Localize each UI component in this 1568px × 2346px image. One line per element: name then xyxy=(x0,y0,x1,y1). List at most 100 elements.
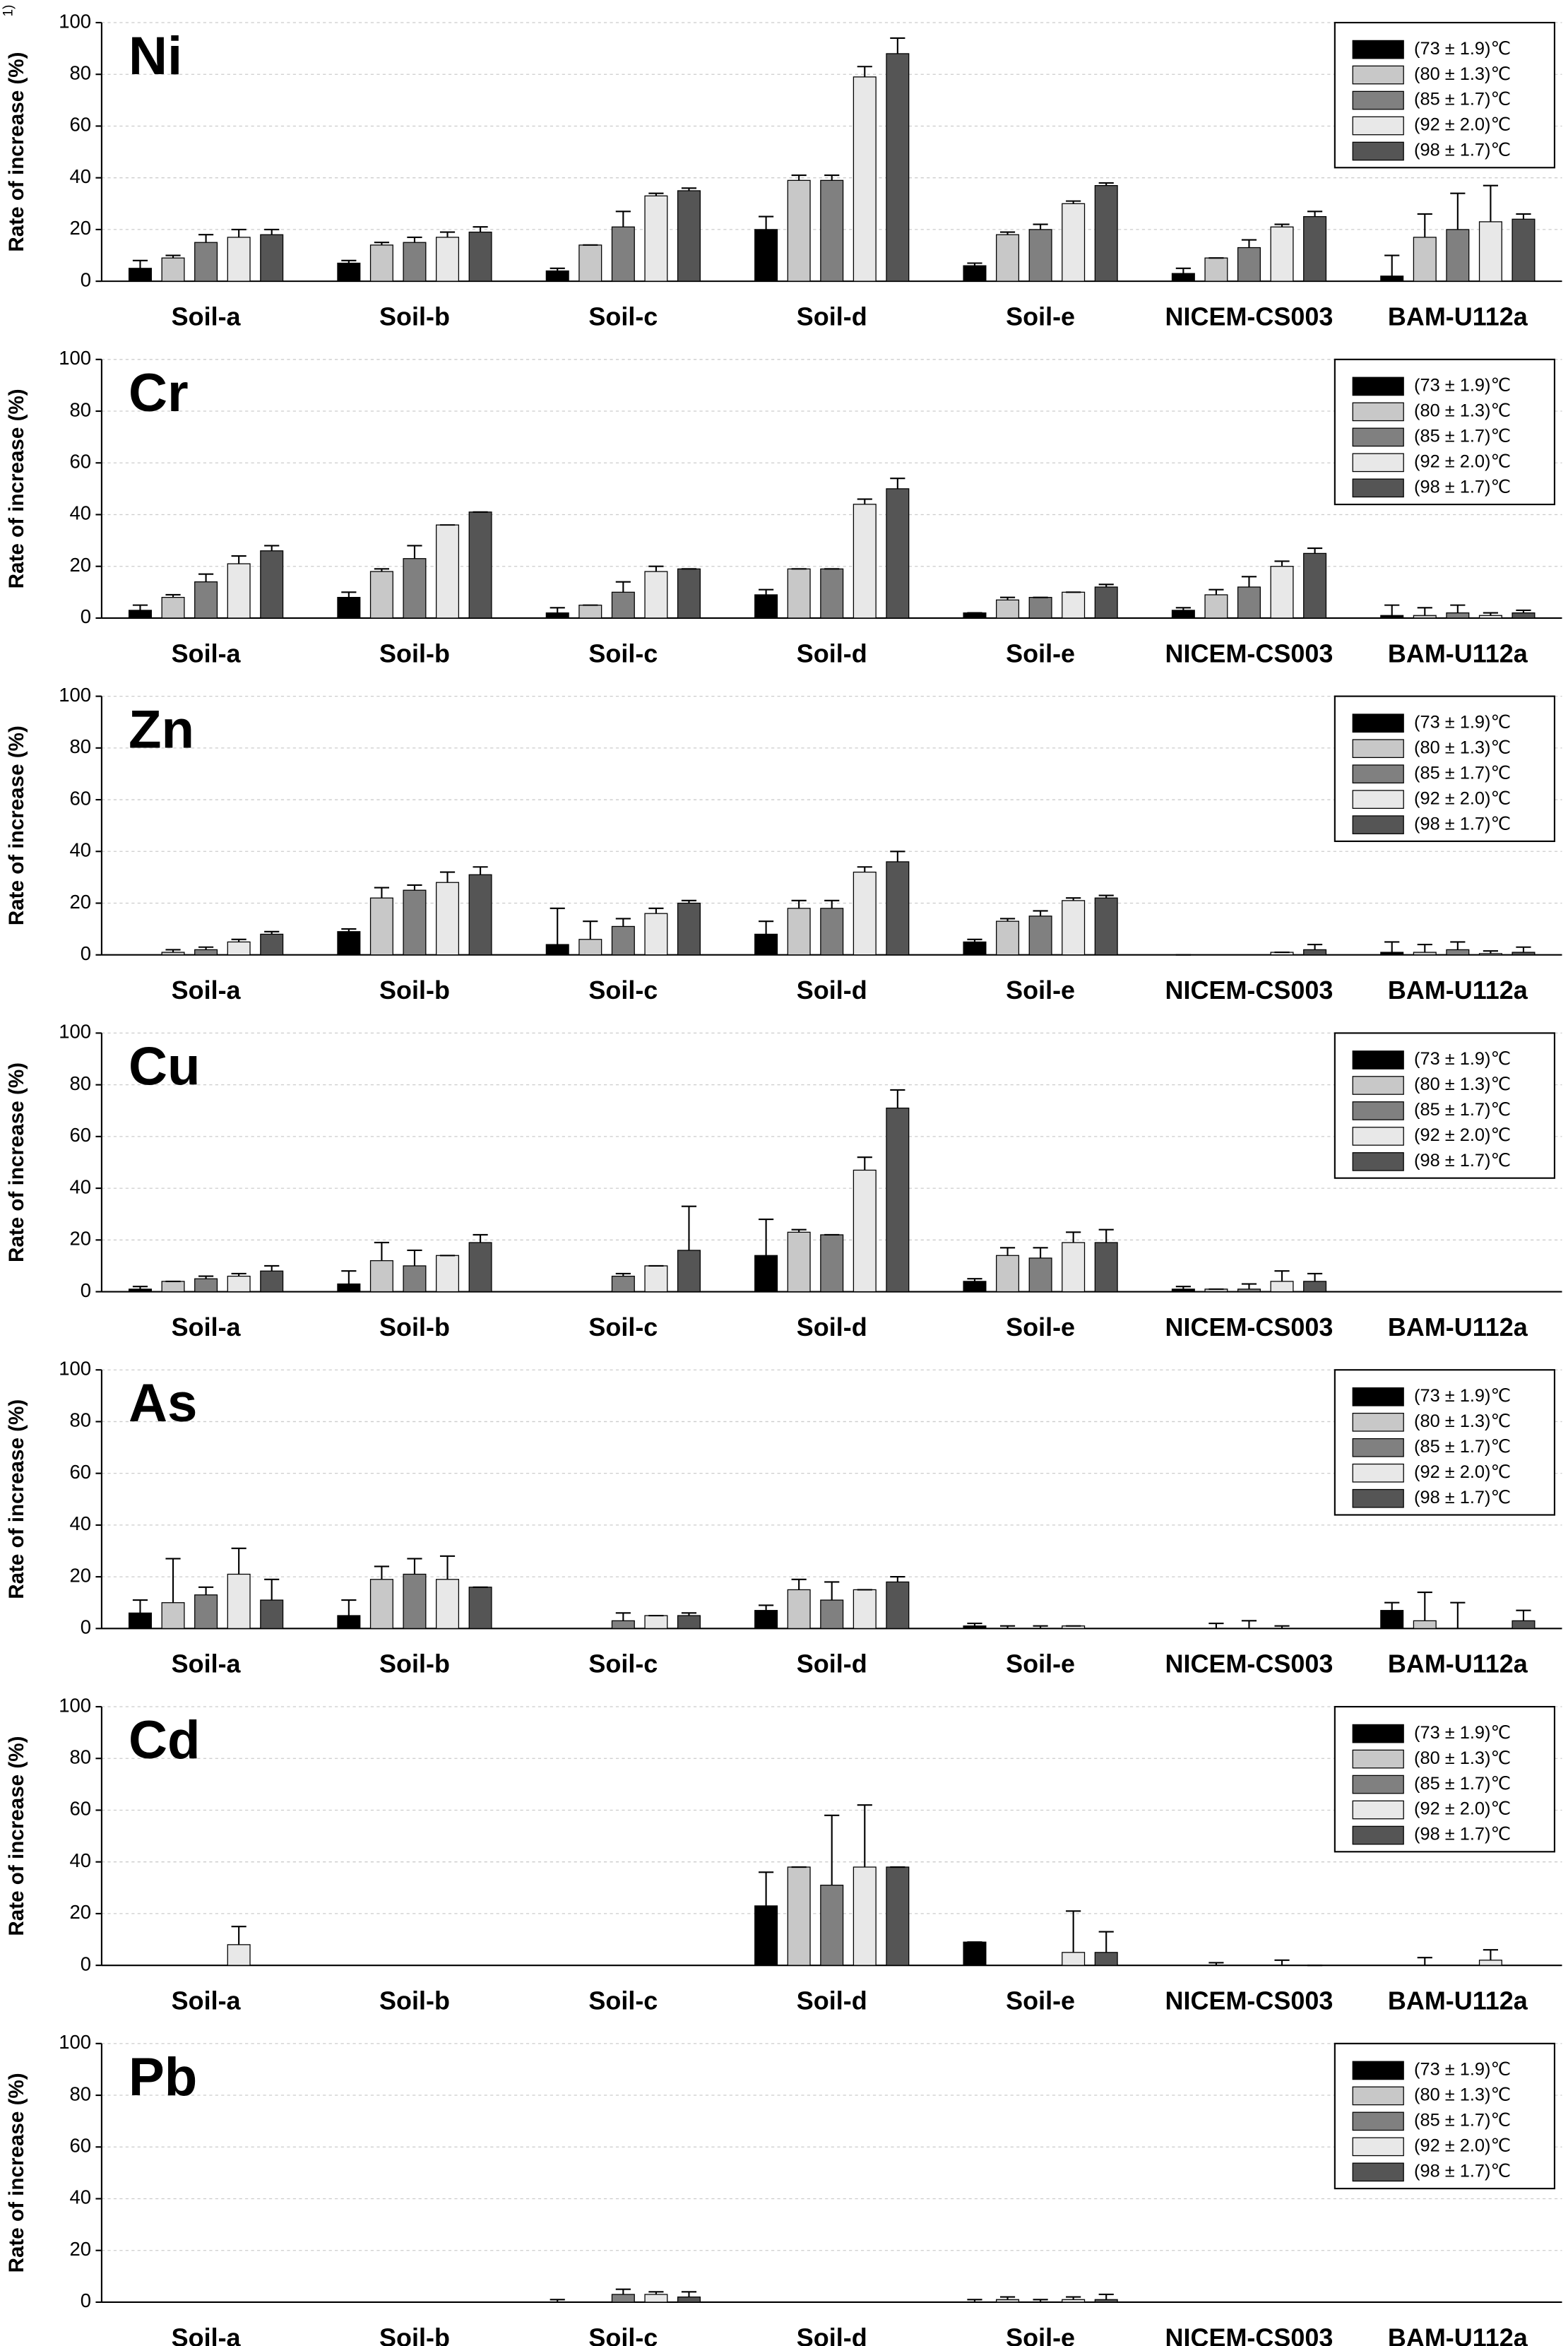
legend-label: (85 ± 1.7)℃ xyxy=(1414,1437,1511,1457)
y-tick-label: 80 xyxy=(70,398,92,420)
error-bar xyxy=(439,231,456,237)
legend-label: (80 ± 1.3)℃ xyxy=(1414,1074,1511,1094)
error-bar xyxy=(681,187,697,191)
error-bar xyxy=(1033,1625,1048,1629)
legend-swatch xyxy=(1352,2162,1404,2182)
error-bar xyxy=(1450,941,1466,950)
legend-label: (92 ± 2.0)℃ xyxy=(1414,1462,1511,1482)
bar xyxy=(1303,215,1327,282)
error-bar xyxy=(759,1871,774,1906)
bar xyxy=(403,1573,427,1629)
legend-label: (98 ± 1.7)℃ xyxy=(1414,2162,1511,2181)
error-bar xyxy=(1384,254,1400,276)
bar xyxy=(853,76,877,282)
legend-swatch xyxy=(1352,1101,1404,1120)
error-bar xyxy=(759,1604,774,1611)
y-axis-label: Rate of increase (%) xyxy=(5,1736,28,1936)
legend-swatch xyxy=(1352,1724,1404,1743)
error-bar xyxy=(264,930,280,935)
error-bar xyxy=(439,1555,456,1580)
error-bar xyxy=(648,907,664,914)
error-bar xyxy=(824,174,840,181)
bar xyxy=(436,237,460,282)
y-axis-label: Rate of increase (%) xyxy=(5,389,28,588)
legend-label: (92 ± 2.0)℃ xyxy=(1414,1799,1511,1819)
legend-label: (73 ± 1.9)℃ xyxy=(1414,1723,1511,1743)
y-tick-label: 20 xyxy=(70,2238,92,2260)
legend-swatch xyxy=(1352,1127,1404,1146)
bar xyxy=(403,242,427,282)
x-tick-label: Soil-a xyxy=(172,1649,242,1678)
error-bar xyxy=(857,498,872,504)
bar xyxy=(644,571,668,619)
bar xyxy=(337,1283,361,1293)
legend-label: (98 ± 1.7)℃ xyxy=(1414,1825,1511,1844)
error-bar xyxy=(550,267,565,271)
y-axis-label: Rate of increase (%) xyxy=(5,52,28,252)
bar xyxy=(754,933,778,956)
bar xyxy=(1094,897,1118,956)
bar xyxy=(128,610,152,619)
bar xyxy=(545,612,569,619)
bar xyxy=(996,599,1020,619)
legend-label: (80 ± 1.3)℃ xyxy=(1414,64,1511,84)
legend-label: (92 ± 2.0)℃ xyxy=(1414,452,1511,472)
bar xyxy=(787,1589,811,1629)
error-bar xyxy=(615,1272,631,1276)
legend-swatch xyxy=(1352,1775,1404,1794)
legend-swatch xyxy=(1352,2086,1404,2106)
bar xyxy=(194,581,218,619)
error-bar xyxy=(1098,1228,1114,1243)
error-bar xyxy=(1384,941,1400,953)
y-tick-label: 60 xyxy=(70,451,92,473)
legend-swatch xyxy=(1352,764,1404,783)
bar xyxy=(369,244,393,282)
bar xyxy=(227,1573,251,1629)
legend-label: (92 ± 2.0)℃ xyxy=(1414,1125,1511,1145)
bar xyxy=(227,1944,251,1966)
error-bar xyxy=(1450,604,1466,613)
y-tick-label: 100 xyxy=(59,347,91,369)
error-bar xyxy=(681,1205,697,1250)
y-tick-label: 100 xyxy=(59,684,91,706)
legend-label: (73 ± 1.9)℃ xyxy=(1414,712,1511,732)
error-bar xyxy=(615,211,631,227)
error-bar xyxy=(759,215,774,230)
legend-swatch xyxy=(1352,1749,1404,1769)
error-bar xyxy=(1483,1949,1498,1960)
legend-swatch xyxy=(1352,1463,1404,1483)
error-bar xyxy=(1033,910,1048,916)
error-bar xyxy=(231,938,247,942)
bar xyxy=(611,2294,635,2303)
error-bar xyxy=(1417,1957,1432,1966)
legend-label: (80 ± 1.3)℃ xyxy=(1414,401,1511,421)
y-tick-label: 80 xyxy=(70,735,92,757)
error-bar xyxy=(341,928,357,932)
bar xyxy=(1380,1610,1404,1629)
error-bar xyxy=(824,899,840,908)
bar xyxy=(128,1288,152,1293)
y-tick-label: 0 xyxy=(81,1616,91,1638)
bar xyxy=(1270,226,1294,282)
bar xyxy=(754,1905,778,1966)
bar xyxy=(369,897,393,956)
error-bar xyxy=(165,1558,181,1603)
error-bar xyxy=(264,1578,280,1601)
bar xyxy=(403,889,427,956)
x-tick-label: Soil-a xyxy=(172,1313,242,1341)
y-tick-label: 0 xyxy=(81,605,91,627)
bar xyxy=(436,882,460,956)
error-bar xyxy=(231,228,247,237)
error-bar xyxy=(1033,223,1048,230)
error-bar xyxy=(999,231,1016,235)
bar xyxy=(468,511,492,619)
bar xyxy=(1028,1257,1052,1293)
legend-label: (73 ± 1.9)℃ xyxy=(1414,39,1511,59)
bar xyxy=(468,231,492,282)
error-bar xyxy=(407,884,422,891)
legend-label: (92 ± 2.0)℃ xyxy=(1414,2136,1511,2156)
bar xyxy=(886,861,910,956)
bar xyxy=(1413,952,1437,956)
error-bar xyxy=(374,242,389,245)
error-bar xyxy=(890,478,905,489)
